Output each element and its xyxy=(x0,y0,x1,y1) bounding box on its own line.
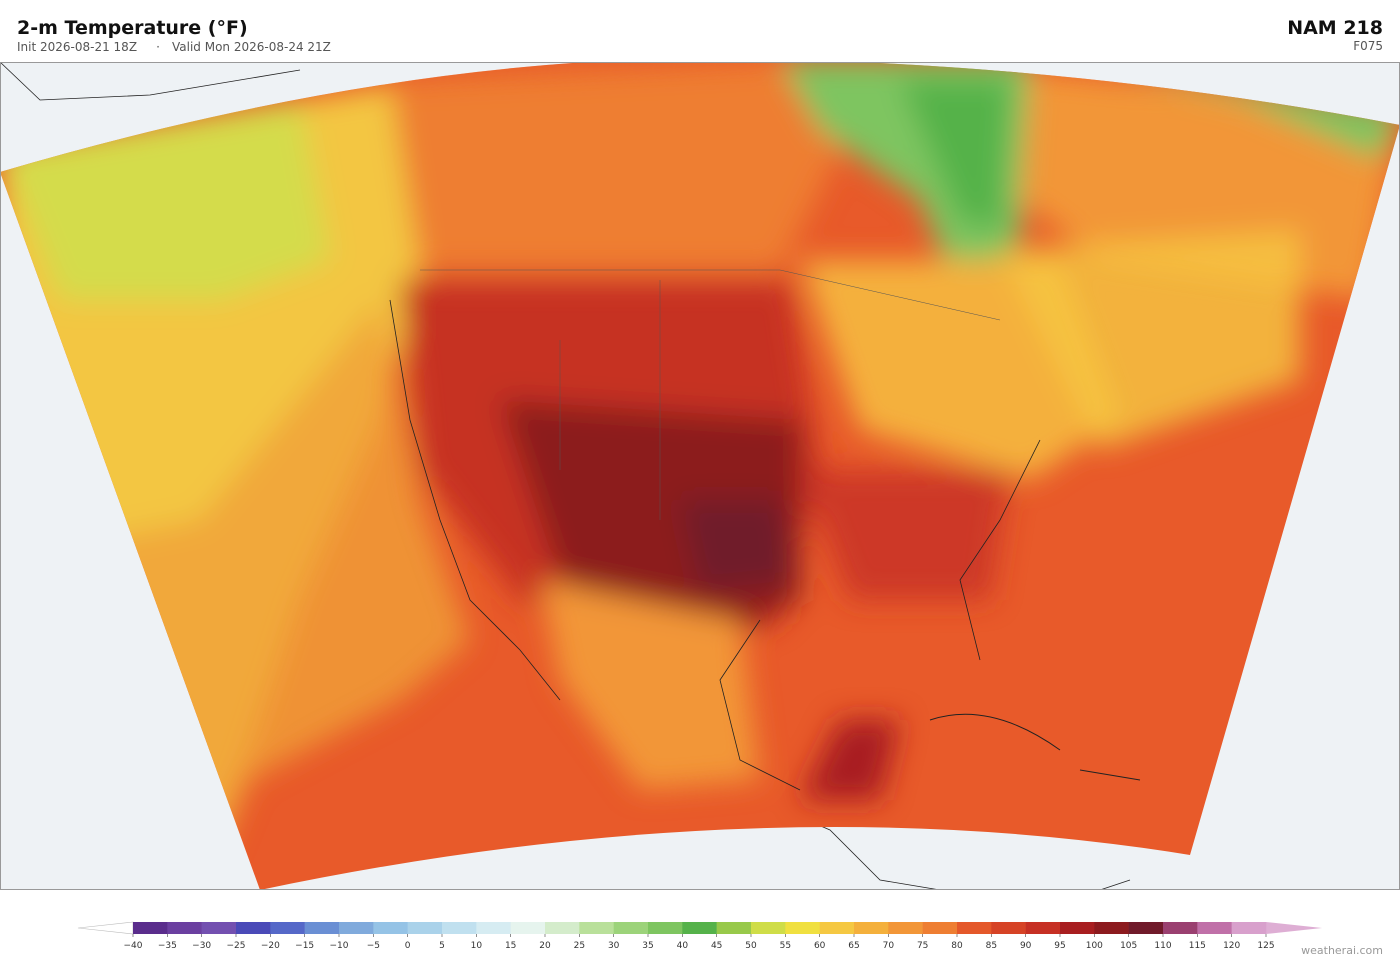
colorbar-segment xyxy=(957,922,992,934)
colorbar-segment xyxy=(785,922,820,934)
colorbar-segment xyxy=(888,922,923,934)
title: 2-m Temperature (°F) xyxy=(17,17,248,39)
colorbar-tick-label: 10 xyxy=(471,941,483,951)
colorbar-segment xyxy=(922,922,958,934)
colorbar-tick-label: 65 xyxy=(848,941,859,951)
colorbar-segment xyxy=(407,922,443,934)
colorbar-tick-label: 100 xyxy=(1086,941,1103,951)
valid-time: Valid Mon 2026-08-24 21Z xyxy=(172,40,331,54)
colorbar-segment xyxy=(1163,922,1198,934)
colorbar-segment xyxy=(1025,922,1061,934)
colorbar-segment xyxy=(236,922,271,934)
colorbar-segment xyxy=(1094,922,1129,934)
colorbar-tick-label: 60 xyxy=(814,941,826,951)
colorbar-tick-label: 15 xyxy=(505,941,516,951)
colorbar-tick-label: 90 xyxy=(1020,941,1032,951)
colorbar-segment xyxy=(373,922,408,934)
colorbar-tick-label: 35 xyxy=(642,941,653,951)
colorbar-segment xyxy=(270,922,305,934)
colorbar-extension-low xyxy=(77,921,134,935)
colorbar: −40 −35 −30 −25 −20 −15 −10 −5 0 5 10 15 20 25 30 35 40 4… xyxy=(77,921,1322,951)
colorbar-tick-label: 5 xyxy=(439,941,445,951)
colorbar-segment xyxy=(167,922,202,934)
separator: · xyxy=(156,40,160,54)
colorbar-tick-label: 80 xyxy=(951,941,963,951)
colorbar-tick-label: 125 xyxy=(1257,941,1274,951)
init-time: Init 2026-08-21 18Z xyxy=(17,40,137,54)
colorbar-segment xyxy=(1231,922,1267,934)
colorbar-tick-label: 55 xyxy=(780,941,791,951)
colorbar-segment xyxy=(133,922,168,934)
colorbar-tick-label: −25 xyxy=(227,941,246,951)
forecast-hour: F075 xyxy=(1353,39,1383,53)
colorbar-segment xyxy=(476,922,511,934)
model-name: NAM 218 xyxy=(1287,17,1383,39)
colorbar-segment xyxy=(716,922,752,934)
colorbar-tick-label: 70 xyxy=(883,941,895,951)
colorbar-segment xyxy=(819,922,855,934)
colorbar-tick-label: −40 xyxy=(124,941,143,951)
colorbar-tick-label: −20 xyxy=(261,941,280,951)
colorbar-tick-label: 120 xyxy=(1223,941,1240,951)
colorbar-segment xyxy=(545,922,580,934)
colorbar-tick-label: 105 xyxy=(1120,941,1137,951)
colorbar-tick-label: −30 xyxy=(192,941,211,951)
colorbar-segment xyxy=(339,922,374,934)
colorbar-segment xyxy=(304,922,340,934)
colorbar-tick-label: 110 xyxy=(1154,941,1171,951)
colorbar-tick-label: 40 xyxy=(677,941,689,951)
colorbar-extension-high xyxy=(1266,922,1322,934)
colorbar-segment xyxy=(579,922,614,934)
colorbar-tick-label: −35 xyxy=(158,941,177,951)
colorbar-tick-label: −15 xyxy=(295,941,314,951)
colorbar-segment xyxy=(613,922,649,934)
colorbar-segment xyxy=(1197,922,1232,934)
colorbar-tick-label: 25 xyxy=(574,941,585,951)
colorbar-tick-label: 75 xyxy=(917,941,928,951)
colorbar-segment xyxy=(682,922,717,934)
colorbar-segment xyxy=(442,922,477,934)
colorbar-segment xyxy=(1128,922,1164,934)
colorbar-segment xyxy=(201,922,237,934)
colorbar-tick-label: 20 xyxy=(539,941,551,951)
colorbar-segment xyxy=(1060,922,1095,934)
colorbar-tick-label: 50 xyxy=(745,941,757,951)
colorbar-segment xyxy=(854,922,889,934)
colorbar-tick-label: 45 xyxy=(711,941,722,951)
colorbar-segment xyxy=(510,922,546,934)
colorbar-segment xyxy=(648,922,683,934)
map xyxy=(0,62,1400,890)
colorbar-tick-label: 30 xyxy=(608,941,620,951)
colorbar-tick-label: 115 xyxy=(1189,941,1206,951)
credit: weatherai.com xyxy=(1301,944,1383,957)
colorbar-segment xyxy=(991,922,1026,934)
colorbar-tick-label: −10 xyxy=(330,941,349,951)
colorbar-tick-label: −5 xyxy=(367,941,380,951)
colorbar-tick-label: 95 xyxy=(1054,941,1065,951)
colorbar-tick-label: 0 xyxy=(405,941,411,951)
colorbar-segment xyxy=(751,922,786,934)
colorbar-tick-label: 85 xyxy=(986,941,997,951)
